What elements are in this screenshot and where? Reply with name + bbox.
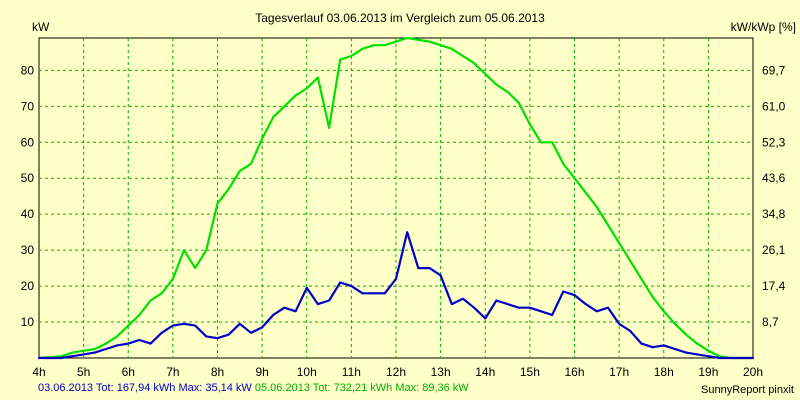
x-tick-label: 10h xyxy=(297,365,317,379)
x-tick-label: 11h xyxy=(342,365,361,379)
x-tick-label: 4h xyxy=(32,365,45,379)
x-tick-label: 20h xyxy=(743,365,763,379)
grid-lines xyxy=(39,38,753,358)
x-tick-label: 16h xyxy=(564,365,584,379)
series-layer xyxy=(37,36,755,360)
y-tick-label-right: 69,7 xyxy=(762,63,786,77)
x-tick-label: 12h xyxy=(386,365,406,379)
x-tick-label: 9h xyxy=(255,365,268,379)
y-tick-label-right: 17,4 xyxy=(762,279,786,293)
y-tick-label-right: 43,6 xyxy=(762,171,786,185)
y-tick-label-left: 60 xyxy=(21,135,35,149)
x-tick-label: 8h xyxy=(211,365,224,379)
y-tick-label-left: 10 xyxy=(21,315,35,329)
x-tick-label: 15h xyxy=(520,365,540,379)
series-line-1 xyxy=(37,36,755,360)
x-tick-label: 17h xyxy=(609,365,629,379)
x-tick-label: 19h xyxy=(698,365,718,379)
x-tick-label: 7h xyxy=(166,365,179,379)
footer-legend: 03.06.2013 Tot: 167,94 kWh Max: 35,14 kW… xyxy=(38,381,469,395)
y-tick-label-left: 20 xyxy=(21,279,35,293)
y-tick-label-left: 30 xyxy=(21,243,35,257)
series-line-2 xyxy=(37,231,755,360)
line-chart: 4h 5h 6h 7h 8h 9h 10h 11h 12h 13h 14h 15h 16h 17h 18h 1… xyxy=(21,11,796,379)
x-tick-label: 5h xyxy=(77,365,90,379)
x-tick-label: 13h xyxy=(431,365,451,379)
y-tick-label-right: 26,1 xyxy=(762,243,786,257)
legend-series-2: 05.06.2013 Tot: 732,21 kWh Max: 89,36 kW xyxy=(254,382,469,394)
y-axis-right-label: kW/kWp [%] xyxy=(731,20,796,34)
y-tick-label-left: 70 xyxy=(21,99,35,113)
legend-series-1: 03.06.2013 Tot: 167,94 kWh Max: 35,14 kW xyxy=(38,382,252,394)
y-tick-label-left: 40 xyxy=(21,207,35,221)
x-tick-label: 18h xyxy=(654,365,674,379)
y-tick-label-left: 80 xyxy=(21,63,35,77)
y-tick-label-right: 34,8 xyxy=(762,207,786,221)
y-axis-left-label: kW xyxy=(32,20,50,34)
y-tick-label-right: 61,0 xyxy=(762,99,786,113)
x-tick-label: 6h xyxy=(122,365,135,379)
y-tick-label-right: 52,3 xyxy=(762,135,786,149)
x-tick-label: 14h xyxy=(475,365,495,379)
chart-title: Tagesverlauf 03.06.2013 im Vergleich zum… xyxy=(255,11,545,25)
y-tick-label-right: 8,7 xyxy=(762,315,779,329)
footer-credit: SunnyReport pinxit xyxy=(701,384,794,396)
y-tick-label-left: 50 xyxy=(21,171,35,185)
tick-labels: 4h 5h 6h 7h 8h 9h 10h 11h 12h 13h 14h 15h 16h 17h 18h 1… xyxy=(21,63,786,379)
